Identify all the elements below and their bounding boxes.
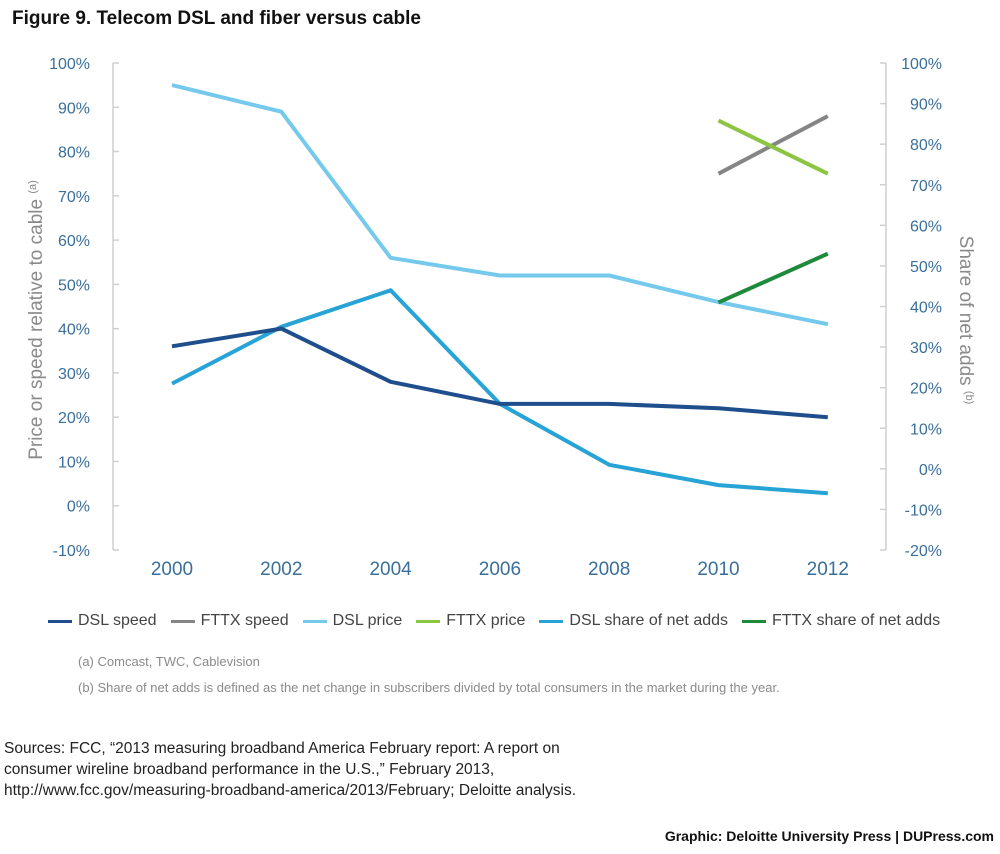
graphic-credit: Graphic: Deloitte University Press | DUP… (664, 828, 994, 844)
legend-item: FTTX speed (170, 612, 289, 630)
legend-item: FTTX share of net adds (742, 612, 940, 630)
footnote-b: (b) Share of net adds is defined as the … (78, 680, 780, 695)
left-tick-label: 90% (58, 100, 90, 117)
x-tick-label: 2012 (807, 559, 849, 580)
legend-label: FTTX speed (200, 612, 289, 629)
right-tick-label: 0% (919, 462, 942, 479)
right-axis-title: Share of net adds (b) (955, 236, 976, 405)
series-line-dsl-price (171, 83, 829, 327)
right-tick-label: -10% (905, 502, 942, 519)
series-line-dsl-share-of-net-adds (171, 288, 828, 496)
legend-label: FTTX price (446, 612, 526, 629)
left-tick-label: 60% (58, 233, 90, 250)
legend-item: DSL speed (48, 612, 157, 630)
legend-label: DSL speed (78, 612, 157, 629)
left-tick-label: 100% (49, 56, 90, 73)
left-tick-label: 80% (58, 145, 90, 162)
legend-item: DSL price (302, 612, 403, 630)
left-tick-label: 10% (58, 454, 90, 471)
right-tick-label: 40% (910, 300, 942, 317)
legend-swatch (539, 619, 564, 623)
legend-swatch (302, 619, 327, 623)
left-tick-label: -10% (53, 543, 90, 560)
series-line-fttx-share-of-net-adds (717, 251, 829, 305)
legend-swatch (170, 619, 195, 623)
left-tick-label: 50% (58, 277, 90, 294)
right-tick-label: 10% (910, 421, 942, 438)
right-tick-label: 30% (910, 340, 942, 357)
chart-title: Figure 9. Telecom DSL and fiber versus c… (12, 8, 421, 29)
left-axis-title: Price or speed relative to cable (a) (26, 180, 47, 460)
left-tick-label: 30% (58, 366, 90, 383)
legend-label: DSL price (332, 612, 403, 629)
left-tick-label: 70% (58, 189, 90, 206)
legend-label: FTTX share of net adds (772, 612, 941, 629)
legend-swatch (416, 619, 441, 623)
legend-item: FTTX price (416, 612, 525, 630)
right-tick-label: 70% (910, 178, 942, 195)
legend-label: DSL share of net adds (569, 612, 729, 629)
x-tick-label: 2002 (260, 559, 302, 580)
right-tick-label: 100% (901, 56, 942, 73)
x-tick-label: 2010 (697, 559, 739, 580)
series-line-fttx-price (717, 118, 829, 176)
legend-item: DSL share of net adds (539, 612, 728, 630)
right-tick-label: 80% (910, 137, 942, 154)
right-tick-label: 20% (910, 381, 942, 398)
series-line-dsl-speed (171, 326, 828, 420)
sources-text: Sources: FCC, “2013 measuring broadband … (4, 740, 577, 799)
x-tick-label: 2000 (151, 559, 193, 580)
x-tick-label: 2006 (479, 559, 521, 580)
legend-swatch (48, 619, 72, 623)
right-tick-label: 90% (910, 97, 942, 114)
series-line-fttx-speed (717, 114, 829, 176)
line-chart: -10% 0% 10% 20% 30% 40% 50% 60% 70% 80% 90% 100% -20… (26, 56, 976, 580)
footnote-a: (a) Comcast, TWC, Cablevision (78, 654, 260, 669)
x-tick-label: 2008 (588, 559, 630, 580)
chart-legend: DSL speed FTTX speed DSL price FTTX price DS… (48, 612, 954, 630)
right-tick-label: 60% (910, 218, 942, 235)
right-tick-label: -20% (905, 543, 942, 560)
right-tick-label: 50% (910, 259, 942, 276)
x-tick-label: 2004 (369, 559, 412, 580)
left-tick-label: 0% (67, 499, 90, 516)
left-tick-label: 20% (58, 410, 90, 427)
legend-swatch (742, 619, 767, 623)
left-tick-label: 40% (58, 322, 90, 339)
